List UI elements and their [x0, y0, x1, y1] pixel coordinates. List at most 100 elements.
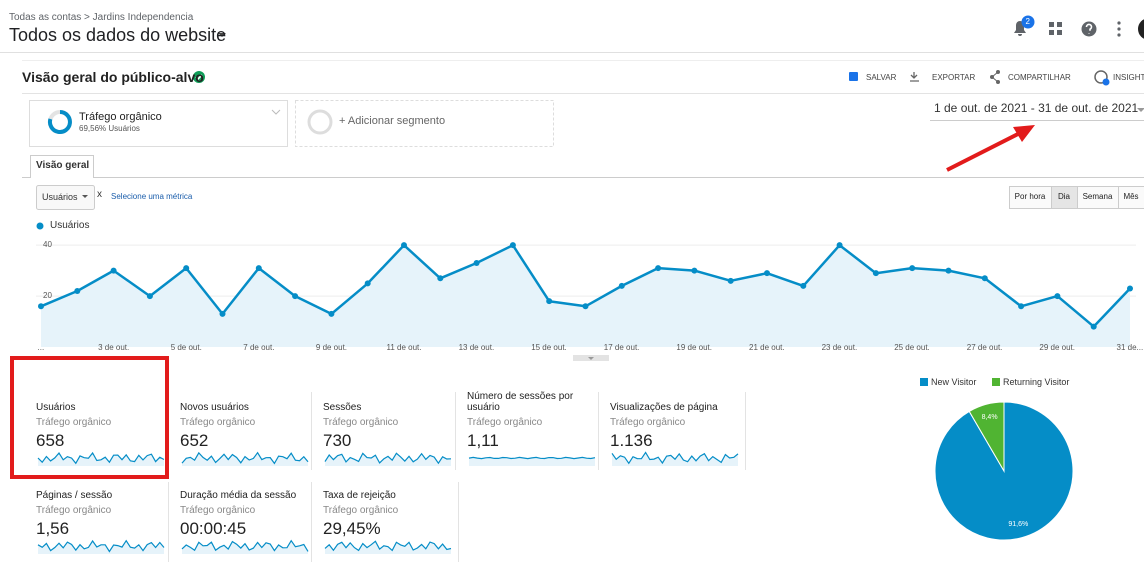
- sparkline: [37, 539, 165, 553]
- metric-clear[interactable]: x: [97, 189, 102, 200]
- legend-label: Returning Visitor: [1003, 376, 1070, 387]
- segment-name[interactable]: Tráfego orgânico: [79, 110, 162, 123]
- segment-chevron[interactable]: [271, 109, 281, 115]
- area: [41, 245, 1130, 347]
- metric-segment: Tráfego orgânico: [36, 417, 112, 428]
- report-title: Visão geral do público-alvo: [22, 69, 204, 85]
- x-tick-label: 19 de out.: [676, 343, 712, 352]
- metric-other[interactable]: Selecione uma métrica: [111, 192, 193, 201]
- point: [401, 242, 407, 249]
- action-button[interactable]: COMPARTILHAR: [1008, 73, 1071, 82]
- point: [255, 265, 262, 272]
- point: [509, 242, 516, 249]
- legend-marker: [36, 222, 44, 230]
- metric-name: Número de sessões por usuário: [467, 391, 574, 413]
- date-range[interactable]: 1 de out. de 2021 - 31 de out. de 2021: [934, 101, 1139, 115]
- save-icon[interactable]: [849, 72, 858, 81]
- metric-value: 1.136: [610, 430, 653, 450]
- page-title[interactable]: Todos os dados do website: [9, 25, 227, 45]
- segment-detail: 69,56% Usuários: [79, 124, 140, 133]
- avatar[interactable]: [1138, 18, 1144, 40]
- metric-name: Novos usuários: [180, 402, 249, 413]
- metric-value: 652: [180, 430, 209, 450]
- point: [328, 310, 335, 317]
- point: [364, 280, 371, 287]
- add-segment[interactable]: + Adicionar segmento: [339, 114, 446, 127]
- more-icon[interactable]: [1117, 21, 1121, 37]
- metric-value: 1,56: [36, 518, 70, 538]
- metric-segment: Tráfego orgânico: [323, 505, 399, 516]
- point: [945, 267, 952, 274]
- point: [618, 282, 625, 289]
- granularity-label[interactable]: Semana: [1082, 192, 1113, 201]
- annotation-arrow: [946, 131, 1021, 172]
- metric-select[interactable]: Usuários: [42, 191, 78, 202]
- x-tick-label: ...: [37, 343, 45, 352]
- apps-icon[interactable]: [1049, 22, 1062, 35]
- point: [872, 270, 879, 277]
- x-tick-label: 25 de out.: [894, 343, 930, 352]
- x-tick-label: 11 de out.: [386, 343, 422, 352]
- export-icon[interactable]: [910, 72, 919, 82]
- pie-label: 91,6%: [1008, 520, 1029, 528]
- sparkline: [181, 451, 309, 465]
- title-dropdown: [218, 33, 226, 37]
- highlight-box: [10, 356, 169, 479]
- legend-label: Usuários: [50, 220, 90, 231]
- sparkline-fill: [182, 452, 308, 466]
- x-tick-label: 23 de out.: [821, 343, 858, 352]
- date-dropdown[interactable]: [1137, 108, 1144, 112]
- x-tick-label: 13 de out.: [458, 343, 495, 352]
- x-tick-label: 21 de out.: [749, 343, 785, 352]
- point: [1054, 293, 1061, 300]
- x-tick-label: 31 de...: [1116, 343, 1144, 352]
- pie-label: 8,4%: [981, 414, 998, 422]
- point: [74, 288, 81, 294]
- granularity-label[interactable]: Dia: [1057, 192, 1070, 201]
- help-icon[interactable]: [1081, 21, 1097, 37]
- point: [909, 265, 916, 272]
- metric-name: Visualizações de página: [610, 402, 718, 413]
- x-tick-label: 17 de out.: [603, 343, 640, 352]
- metric-name: Sessões: [323, 402, 362, 413]
- metric-name: Taxa de rejeição: [323, 490, 396, 501]
- granularity-label[interactable]: Mês: [1123, 192, 1139, 201]
- x-tick-label: 5 de out.: [170, 343, 202, 352]
- point: [38, 303, 44, 310]
- metric-dropdown[interactable]: [36, 185, 95, 210]
- point: [146, 293, 153, 300]
- insight-icon[interactable]: [1094, 70, 1108, 84]
- metric-value: 730: [323, 430, 352, 450]
- sparkline: [37, 451, 165, 465]
- point: [981, 275, 988, 282]
- point: [800, 282, 807, 289]
- metric-segment: Tráfego orgânico: [467, 417, 543, 428]
- x-tick-label: 3 de out.: [98, 343, 130, 352]
- sparkline-fill: [469, 457, 595, 466]
- legend-swatch: [920, 378, 928, 386]
- metric-value: 658: [36, 430, 65, 450]
- point: [183, 265, 190, 272]
- metric-name: Páginas / sessão: [36, 490, 113, 501]
- granularity-button: [1118, 186, 1144, 209]
- granularity-label[interactable]: Por hora: [1014, 192, 1046, 201]
- point: [1090, 323, 1097, 330]
- legend-label: New Visitor: [931, 376, 977, 387]
- point: [764, 270, 770, 277]
- metric-segment: Tráfego orgânico: [323, 417, 399, 428]
- action-button[interactable]: EXPORTAR: [932, 73, 976, 82]
- metric-segment: Tráfego orgânico: [610, 417, 686, 428]
- action-button[interactable]: SALVAR: [866, 73, 897, 82]
- action-button[interactable]: INSIGHT: [1113, 73, 1144, 82]
- x-tick-label: 9 de out.: [315, 343, 348, 352]
- segment-box[interactable]: [29, 100, 288, 147]
- tab-label[interactable]: Visão geral: [36, 160, 90, 171]
- add-segment-box[interactable]: [295, 100, 554, 147]
- point: [110, 267, 117, 274]
- x-tick-label: 29 de out.: [1039, 343, 1075, 352]
- point: [292, 293, 299, 300]
- sparkline: [324, 540, 452, 552]
- breadcrumb[interactable]: Todas as contas > Jardins Independencia: [9, 12, 194, 23]
